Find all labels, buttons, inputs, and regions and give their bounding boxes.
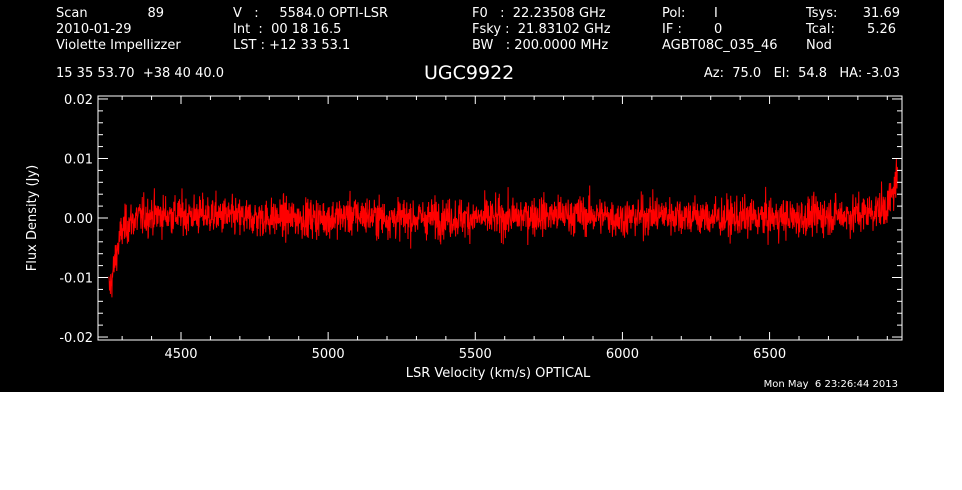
spectrum-chart: 4500 5000 5500 6000 6500 -0.02 -0.01 0.00 0.01 0.… — [25, 93, 903, 381]
if-value: 0 — [714, 22, 723, 37]
spectrum-trace — [108, 159, 899, 298]
tsys-label: Tsys: — [806, 6, 838, 21]
scan-label: Scan — [56, 6, 88, 21]
source-coordinates: 15 35 53.70 +38 40 40.0 — [56, 66, 225, 81]
observing-mode: Nod — [806, 38, 832, 53]
y-tick-label: 0.01 — [64, 152, 93, 167]
bandwidth: BW : 200.0000 MHz — [472, 38, 609, 53]
tcal-label: Tcal: — [806, 22, 835, 37]
az-el-ha-readout: Az: 75.0 El: 54.8 HA: -3.03 — [703, 66, 900, 81]
lst-readout: LST : +12 33 53.1 — [233, 38, 351, 53]
y-tick-label: -0.01 — [59, 272, 93, 287]
y-tick-label: -0.02 — [59, 331, 93, 346]
project-id: AGBT08C_035_46 — [662, 38, 778, 53]
y-axis-label: Flux Density (Jy) — [25, 165, 40, 271]
x-tick-label: 6500 — [753, 347, 786, 362]
source-name: UGC9922 — [424, 62, 515, 84]
tsys-value: 31.69 — [862, 6, 900, 21]
plot-timestamp: Mon May 6 23:26:44 2013 — [763, 379, 898, 390]
if-label: IF : — [662, 22, 682, 37]
observer-name: Violette Impellizzer — [56, 38, 181, 53]
rest-frequency: F0 : 22.23508 GHz — [472, 6, 606, 21]
plot-panel: Scan 89 2010-01-29 Violette Impellizzer … — [0, 0, 944, 392]
observation-date: 2010-01-29 — [56, 22, 132, 37]
scan-number: 89 — [147, 6, 164, 21]
x-axis-label: LSR Velocity (km/s) OPTICAL — [406, 366, 591, 381]
tcal-value: 5.26 — [867, 22, 896, 37]
x-tick-label: 5000 — [312, 347, 345, 362]
velocity-readout: V : 5584.0 OPTI-LSR — [233, 6, 389, 21]
axes-group: 4500 5000 5500 6000 6500 -0.02 -0.01 0.00 0.01 0.… — [59, 93, 903, 362]
polarization-value: I — [714, 6, 718, 21]
integration-time: Int : 00 18 16.5 — [233, 22, 342, 37]
x-tick-label: 5500 — [459, 347, 492, 362]
x-tick-label: 6000 — [606, 347, 639, 362]
sky-frequency: Fsky : 21.83102 GHz — [472, 22, 611, 37]
polarization-label: Pol: — [662, 6, 686, 21]
y-tick-label: 0.02 — [64, 93, 93, 108]
y-tick-label: 0.00 — [64, 212, 93, 227]
x-tick-label: 4500 — [164, 347, 197, 362]
trace-group — [108, 159, 899, 298]
